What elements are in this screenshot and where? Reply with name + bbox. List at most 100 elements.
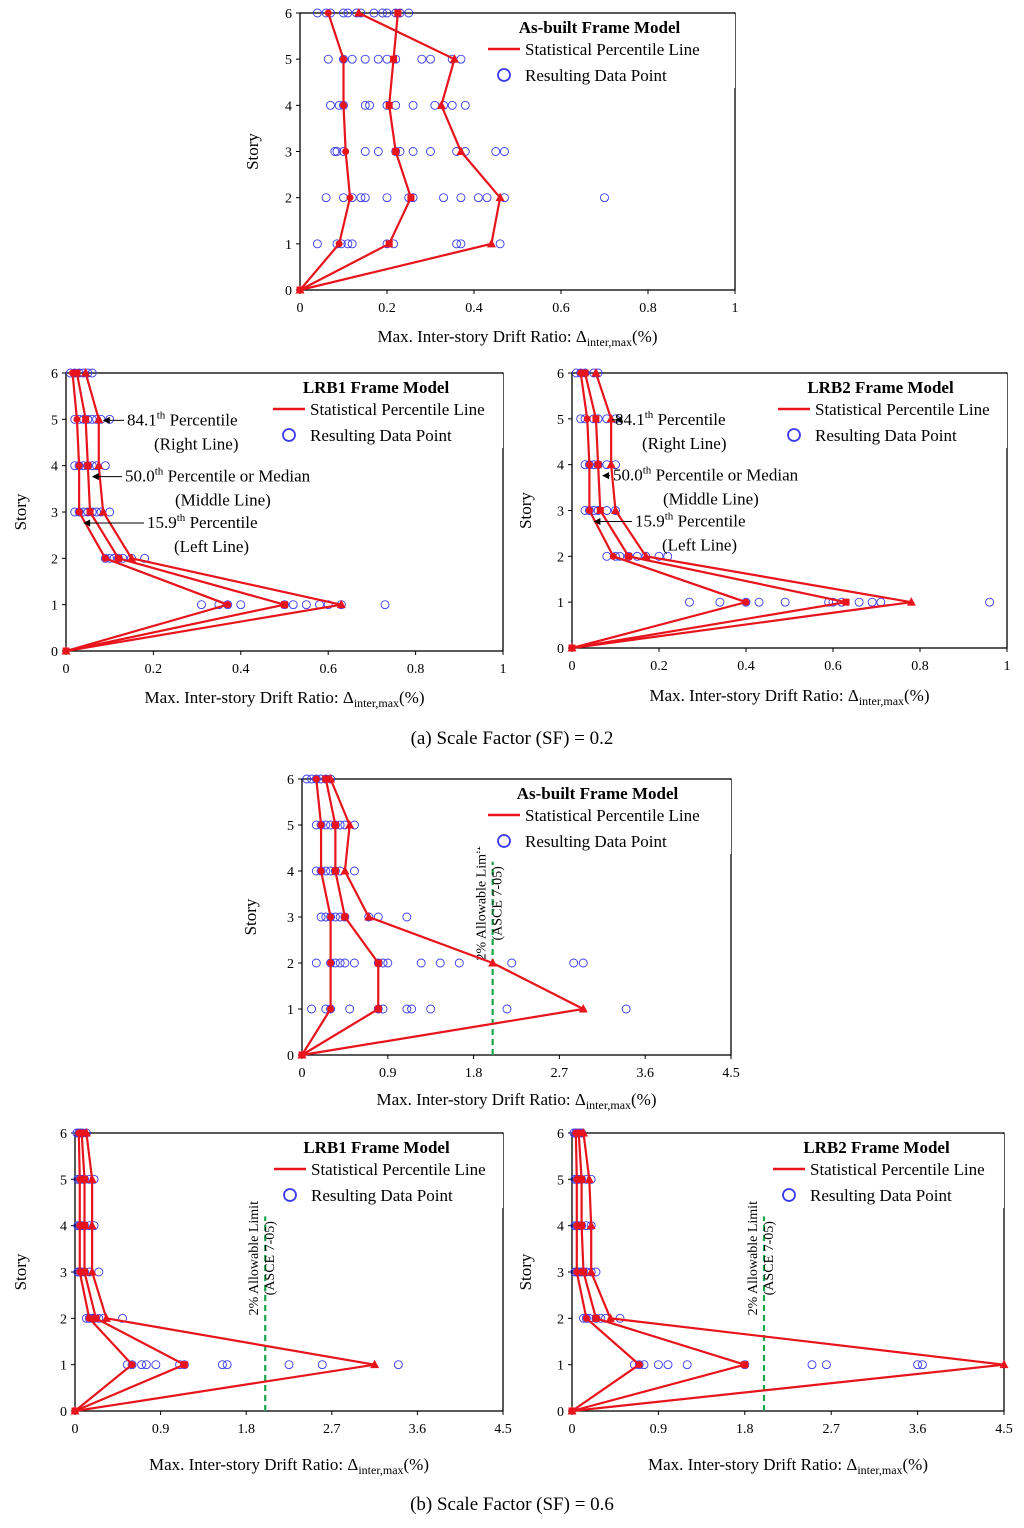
data-point xyxy=(569,958,579,968)
y-tick-label: 5 xyxy=(60,1173,67,1188)
data-point xyxy=(439,193,448,203)
y-tick-label: 6 xyxy=(60,1127,67,1142)
percentile-marker xyxy=(385,101,393,109)
x-tick-label: 0.6 xyxy=(552,301,570,316)
annotation-rest: Percentile xyxy=(653,410,725,429)
percentile-marker xyxy=(335,240,343,248)
annotation-rest: Percentile xyxy=(185,513,257,532)
data-point xyxy=(330,147,340,156)
y-tick-label: 4 xyxy=(285,99,292,114)
data-point xyxy=(345,1004,355,1014)
y-axis-label: Story xyxy=(243,133,262,170)
x-axis-label-main: Max. Inter-story Drift Ratio: Δ xyxy=(144,688,353,707)
data-point xyxy=(137,1360,147,1370)
y-tick-label: 1 xyxy=(557,1359,564,1374)
y-axis-label: Story xyxy=(241,898,260,935)
x-tick-label: 2.7 xyxy=(323,1422,341,1437)
percentile-marker xyxy=(609,552,617,560)
percentile-marker xyxy=(128,1361,136,1369)
percentile-marker xyxy=(94,460,104,470)
chart-a-lrb1: 0 1 2 3 4 5 6 0 0.2 0.4 0.6 0.8 1 Story Max. Inter-sto… xyxy=(11,367,507,710)
x-axis-label-main: Max. Inter-story Drift Ratio: Δ xyxy=(648,1455,857,1474)
y-tick-label: 5 xyxy=(285,53,292,68)
x-axis-label-main: Max. Inter-story Drift Ratio: Δ xyxy=(377,327,586,346)
data-point xyxy=(867,597,877,607)
percentile-marker xyxy=(346,194,354,202)
x-tick-label: 0.6 xyxy=(319,662,337,677)
percentile-marker xyxy=(436,100,446,109)
annotation-rest: Percentile xyxy=(165,410,237,429)
x-tick-label: 2.7 xyxy=(822,1422,840,1437)
x-tick-label: 0.9 xyxy=(379,1066,397,1081)
data-point xyxy=(578,958,588,968)
data-point xyxy=(360,100,370,110)
y-tick-label: 4 xyxy=(60,1220,67,1235)
percentile-marker xyxy=(591,368,601,377)
percentile-marker xyxy=(81,1128,91,1137)
annotation-sup: th xyxy=(645,409,654,421)
data-point xyxy=(347,239,357,249)
annotation-line2: (Left Line) xyxy=(662,536,737,555)
legend-line-label: Statistical Percentile Line xyxy=(525,40,700,59)
percentile-marker xyxy=(341,913,349,921)
y-axis-label: Story xyxy=(516,1253,535,1290)
x-axis-label-main: Max. Inter-story Drift Ratio: Δ xyxy=(376,1090,585,1109)
y-tick-label: 4 xyxy=(287,865,294,880)
percentile-marker xyxy=(281,601,288,609)
y-tick-label: 5 xyxy=(557,1173,564,1188)
data-point xyxy=(312,239,322,249)
percentile-marker xyxy=(322,775,330,783)
annotation-line2: (Right Line) xyxy=(642,434,727,453)
y-tick-label: 1 xyxy=(557,596,564,611)
chart-title: LRB2 Frame Model xyxy=(803,1138,950,1157)
legend-line-label: Statistical Percentile Line xyxy=(310,400,485,419)
data-point xyxy=(917,1360,927,1370)
y-tick-label: 6 xyxy=(557,1127,564,1142)
percentile-marker xyxy=(180,1361,188,1369)
annotation-line2: (Left Line) xyxy=(174,537,249,556)
y-tick-label: 6 xyxy=(285,7,292,22)
data-point xyxy=(828,597,838,607)
percentile-marker xyxy=(224,601,232,609)
data-point xyxy=(507,958,517,968)
percentile-marker xyxy=(390,55,398,63)
data-point xyxy=(495,239,505,249)
chart-a-lrb2: 0 1 2 3 4 5 6 0 0.2 0.4 0.6 0.8 1 Story Max. Inter-sto… xyxy=(516,367,1011,708)
y-tick-label: 1 xyxy=(51,599,58,614)
x-tick-label: 1.8 xyxy=(237,1422,255,1437)
percentile-marker xyxy=(742,598,750,606)
percentile-marker xyxy=(741,1361,749,1369)
percentile-marker xyxy=(586,1267,596,1276)
legend-point-label: Resulting Data Point xyxy=(310,426,452,445)
data-point xyxy=(780,597,790,607)
x-tick-label: 4.5 xyxy=(995,1422,1013,1437)
data-point xyxy=(332,147,342,156)
data-point xyxy=(684,597,694,607)
percentile-marker xyxy=(327,913,335,921)
percentile-marker xyxy=(585,507,593,514)
data-point xyxy=(380,600,390,610)
percentile-marker xyxy=(86,508,94,516)
annotation-rest: Percentile or Median xyxy=(163,467,310,486)
percentile-marker xyxy=(585,461,593,469)
data-point xyxy=(335,958,345,968)
legend-box xyxy=(480,14,735,88)
legend-line-label: Statistical Percentile Line xyxy=(311,1160,486,1179)
x-axis-label-unit: (%) xyxy=(404,1455,429,1474)
data-point xyxy=(621,1004,631,1014)
data-point xyxy=(339,8,348,18)
percentile-marker xyxy=(592,415,600,423)
x-tick-label: 3.6 xyxy=(636,1066,654,1081)
percentile-marker xyxy=(486,238,496,248)
legend-point-label: Resulting Data Point xyxy=(525,66,667,85)
x-axis-label-sub: inter,max xyxy=(354,696,399,710)
percentile-marker xyxy=(101,554,109,562)
legend-point-swatch xyxy=(782,1188,796,1202)
percentile-marker xyxy=(127,553,137,562)
annotation-sup: th xyxy=(155,466,164,478)
annotation-arrowhead xyxy=(91,473,99,481)
percentile-marker xyxy=(354,8,364,17)
annotation-value: 15.9 xyxy=(635,512,665,531)
x-tick-label: 0 xyxy=(63,662,70,677)
x-tick-label: 3.6 xyxy=(909,1422,927,1437)
